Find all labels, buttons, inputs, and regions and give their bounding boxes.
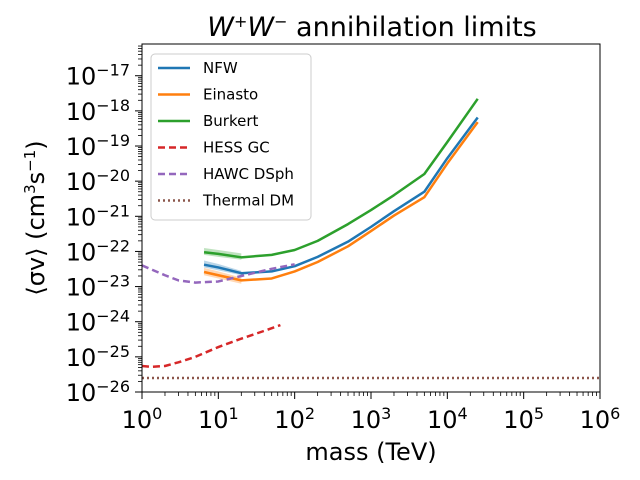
- legend-label-thermal-dm: Thermal DM: [202, 192, 294, 210]
- y-axis: 10−26 10−25 10−24 10−23 10−22 10−21 10−20 10−19…: [66, 45, 142, 408]
- x-tick-label: 106: [580, 404, 621, 435]
- legend-label-hess-gc: HESS GC: [203, 139, 270, 157]
- series-line-hess-gc: [142, 323, 281, 369]
- x-tick-label: 101: [198, 404, 239, 435]
- y-axis-label: ⟨σv⟩ (cm3s−1): [21, 140, 50, 295]
- x-axis: 100 101 102 103 104 105 106: [122, 392, 621, 435]
- x-axis-label: mass (TeV): [305, 438, 436, 466]
- legend-box: [150, 53, 312, 221]
- y-tick-label: 10−26: [66, 377, 130, 408]
- y-tick-label: 10−19: [66, 131, 130, 162]
- legend-label-burkert: Burkert: [203, 112, 259, 130]
- y-tick-label: 10−18: [66, 95, 130, 126]
- series-line-hawc-dsph: [142, 263, 295, 284]
- x-tick-label: 104: [427, 404, 468, 435]
- series-line-burkert: [203, 98, 479, 259]
- legend-label-nfw: NFW: [203, 59, 238, 77]
- legend-label-hawc-dsph: HAWC DSph: [203, 165, 294, 183]
- y-tick-label: 10−22: [66, 236, 130, 267]
- series-line-nfw: [203, 116, 479, 275]
- y-tick-label: 10−21: [66, 201, 130, 232]
- y-tick-label: 10−24: [66, 306, 130, 337]
- series-line-einasto: [203, 121, 479, 282]
- x-tick-label: 105: [503, 404, 544, 435]
- chart-title: W+W− annihilation limits: [207, 12, 537, 44]
- x-tick-label: 102: [274, 404, 315, 435]
- legend-label-einasto: Einasto: [203, 86, 258, 104]
- x-tick-label: 103: [351, 404, 392, 435]
- series-lines: [142, 98, 600, 380]
- y-tick-label: 10−17: [66, 60, 130, 91]
- y-tick-label: 10−23: [66, 271, 130, 302]
- y-tick-label: 10−20: [66, 166, 130, 197]
- y-tick-label: 10−25: [66, 341, 130, 372]
- x-tick-label: 100: [122, 404, 163, 435]
- legend: NFW Einasto Burkert HESS GC HAWC DSph Thermal…: [150, 53, 312, 221]
